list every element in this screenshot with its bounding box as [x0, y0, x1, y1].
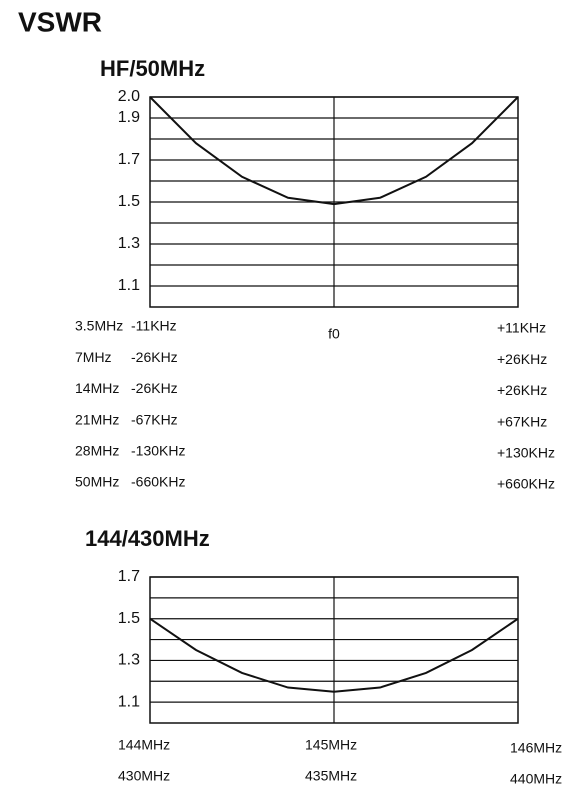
- high-offset: +67KHz: [497, 413, 547, 429]
- y-tick-label: 1.3: [118, 235, 140, 252]
- chart-title: HF/50MHz: [100, 56, 205, 81]
- band-label: 28MHz: [75, 443, 119, 459]
- chart-title: 144/430MHz: [85, 526, 210, 551]
- freq-label: 146MHz: [510, 740, 562, 756]
- low-offset: -26KHz: [131, 380, 178, 396]
- freq-label: 145MHz: [305, 737, 357, 753]
- y-tick-label: 1.7: [118, 568, 140, 585]
- x-tick-label: f0: [328, 326, 340, 342]
- low-offset: -26KHz: [131, 349, 178, 365]
- high-offset: +26KHz: [497, 382, 547, 398]
- low-offset: -660KHz: [131, 474, 185, 490]
- low-offset: -67KHz: [131, 411, 178, 427]
- band-label: 7MHz: [75, 349, 112, 365]
- high-offset: +660KHz: [497, 476, 555, 492]
- high-offset: +26KHz: [497, 351, 547, 367]
- y-tick-label: 1.5: [118, 193, 140, 210]
- freq-label: 435MHz: [305, 768, 357, 784]
- freq-label: 440MHz: [510, 771, 562, 787]
- y-tick-label: 1.9: [118, 109, 140, 126]
- band-label: 14MHz: [75, 380, 119, 396]
- vswr-curve: [149, 96, 519, 206]
- freq-label: 144MHz: [118, 737, 170, 753]
- low-offset: -130KHz: [131, 443, 185, 459]
- y-tick-label: 2.0: [118, 88, 140, 105]
- y-tick-label: 1.3: [118, 652, 140, 669]
- y-tick-label: 1.5: [118, 610, 140, 627]
- band-label: 3.5MHz: [75, 318, 123, 334]
- high-offset: +130KHz: [497, 445, 555, 461]
- y-tick-label: 1.1: [118, 277, 140, 294]
- page-title: VSWR: [18, 6, 102, 37]
- high-offset: +11KHz: [497, 320, 546, 336]
- low-offset: -11KHz: [131, 318, 177, 334]
- vswr-curve: [149, 617, 519, 693]
- freq-label: 430MHz: [118, 768, 170, 784]
- band-label: 50MHz: [75, 474, 119, 490]
- y-tick-label: 1.7: [118, 151, 140, 168]
- band-label: 21MHz: [75, 411, 119, 427]
- y-tick-label: 1.1: [118, 693, 140, 710]
